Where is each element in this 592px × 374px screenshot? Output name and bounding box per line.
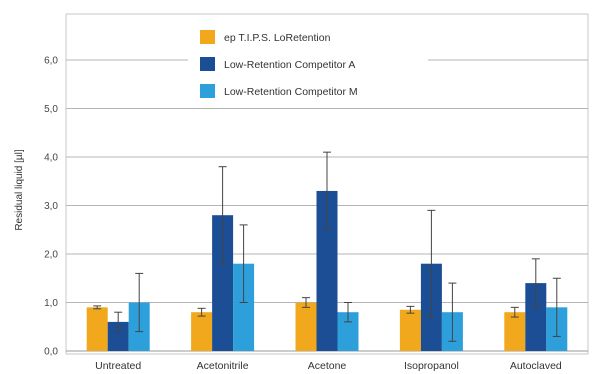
y-tick-label: 2,0 xyxy=(44,250,58,261)
bar xyxy=(399,309,421,351)
x-tick-label: Acetonitrile xyxy=(197,360,249,372)
plot-area-frame xyxy=(65,13,589,355)
bar xyxy=(191,312,213,351)
y-tick-labels: 0,0 1,0 2,0 3,0 4,0 5,0 6,0 xyxy=(44,56,58,358)
legend-label: Low-Retention Competitor A xyxy=(224,59,355,71)
grid-lines xyxy=(66,59,588,352)
bar xyxy=(295,302,317,351)
bar xyxy=(525,283,547,351)
legend-swatch xyxy=(200,84,215,98)
y-tick-label: 0,0 xyxy=(44,347,58,358)
x-tick-label: Acetone xyxy=(308,360,347,372)
bar xyxy=(337,312,359,351)
legend-background xyxy=(188,22,428,108)
y-tick-label: 6,0 xyxy=(44,56,58,67)
y-tick-label: 1,0 xyxy=(44,298,58,309)
x-tick-label: Autoclaved xyxy=(510,360,562,372)
y-tick-label: 5,0 xyxy=(44,104,58,115)
legend: ep T.I.P.S. LoRetention Low-Retention Com… xyxy=(188,22,428,108)
bar xyxy=(107,321,129,351)
bar xyxy=(86,307,108,351)
legend-swatch xyxy=(200,57,215,71)
error-bars xyxy=(93,151,561,342)
legend-label: Low-Retention Competitor M xyxy=(224,86,358,98)
x-tick-label: Untreated xyxy=(95,360,141,372)
bar xyxy=(212,215,234,351)
bar xyxy=(504,312,526,351)
bar xyxy=(233,263,255,351)
y-tick-label: 3,0 xyxy=(44,201,58,212)
bars xyxy=(86,190,568,351)
y-tick-label: 4,0 xyxy=(44,153,58,164)
bar xyxy=(316,190,338,351)
y-axis-title: Residual liquid [µl] xyxy=(14,149,25,231)
legend-swatch xyxy=(200,30,215,44)
legend-label: ep T.I.P.S. LoRetention xyxy=(224,32,331,44)
x-tick-label: Isopropanol xyxy=(404,360,459,372)
x-tick-labels: Untreated Acetonitrile Acetone Isopropanol A… xyxy=(95,360,562,372)
